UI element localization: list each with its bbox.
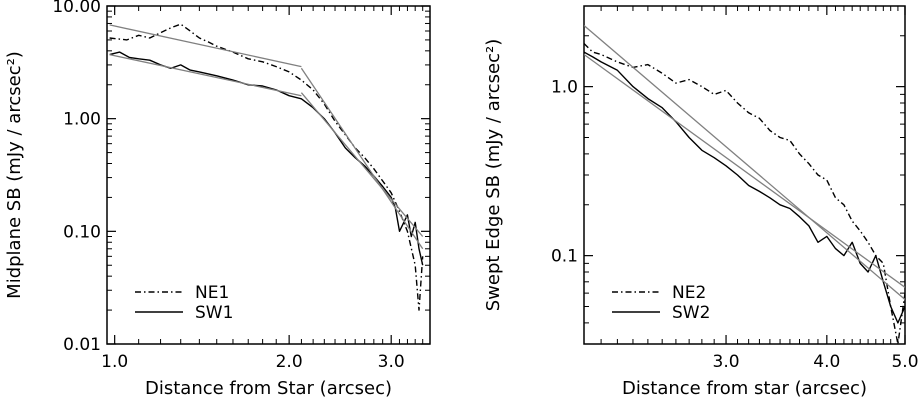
y-tick-label: 0.1 [551, 247, 578, 267]
fit-line-3 [584, 25, 905, 300]
series-ne1 [109, 23, 424, 311]
y-axis-label: Swept Edge SB (mJy / arcsec²) [483, 39, 504, 312]
x-tick-label: 5.0 [891, 352, 918, 372]
x-tick-label: 1.0 [101, 352, 128, 372]
x-axis-label: Distance from Star (arcsec) [145, 378, 392, 399]
fit-line-4 [584, 53, 905, 288]
series-sw1 [109, 51, 424, 266]
chart-panel-1: 0.01 0.10 1.00 10.00 1.0 2.0 3.0 Distance from … [4, 0, 431, 399]
fit-line-3 [109, 24, 302, 68]
x-tick-label: 3.0 [378, 352, 405, 372]
y-axis-label: Midplane SB (mJy / arcsec²) [4, 51, 25, 299]
series-ne2 [584, 43, 905, 344]
fit-line-6 [300, 92, 424, 237]
legend-label-sw2: SW2 [672, 303, 710, 323]
legend-label-sw1: SW1 [195, 303, 233, 323]
plot-frame [106, 5, 431, 345]
x-axis-label: Distance from star (arcsec) [622, 378, 867, 399]
legend-label-ne2: NE2 [672, 283, 706, 303]
series-group [584, 25, 905, 344]
legend-label-ne1: NE1 [195, 283, 229, 303]
series-group [109, 23, 424, 311]
fit-line-5 [300, 67, 424, 250]
chart-panel-2: 0.1 1.0 3.0 4.0 5.0 Distance from star (arcse… [483, 5, 919, 399]
x-tick-label: 4.0 [813, 352, 840, 372]
x-tick-label: 3.0 [713, 352, 740, 372]
y-tick-label: 1.0 [551, 78, 578, 98]
y-tick-label: 10.00 [52, 0, 101, 17]
y-tick-label: 1.00 [63, 110, 101, 130]
y-tick-label: 0.01 [63, 335, 101, 355]
x-tick-label: 2.0 [276, 352, 303, 372]
fit-line-4 [109, 53, 302, 97]
series-sw2 [584, 51, 905, 324]
y-tick-label: 0.10 [63, 222, 101, 242]
plot-frame [583, 5, 906, 345]
